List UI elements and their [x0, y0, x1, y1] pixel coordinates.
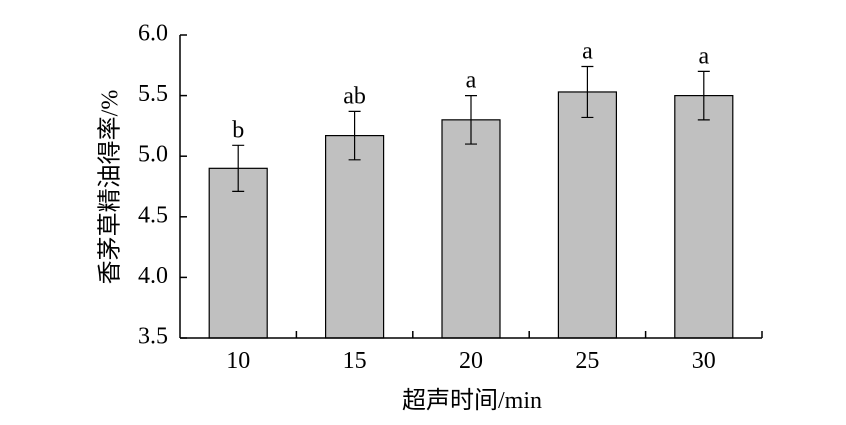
bar — [208, 167, 268, 339]
significance-label: a — [698, 43, 709, 69]
x-tick-label: 10 — [226, 348, 250, 374]
y-tick-label: 5.0 — [138, 142, 168, 168]
bar — [557, 91, 618, 339]
error-bar — [348, 110, 361, 161]
x-tick-label: 15 — [343, 348, 367, 374]
x-tick-label: 30 — [692, 348, 716, 374]
error-bar — [232, 144, 245, 192]
error-bar — [697, 70, 710, 121]
y-tick-label: 6.0 — [138, 21, 168, 47]
y-tick-label: 4.5 — [138, 202, 168, 228]
x-tick-label: 25 — [575, 348, 599, 374]
significance-label: ab — [343, 83, 366, 109]
y-tick-label: 5.5 — [138, 81, 168, 107]
significance-label: a — [466, 68, 477, 94]
y-tick-label: 3.5 — [138, 324, 168, 350]
x-axis-label: 超声时间/min — [402, 387, 542, 414]
significance-label: a — [582, 39, 593, 65]
error-bar — [581, 65, 594, 119]
error-bar — [465, 95, 477, 145]
y-axis-label: 香茅草精油得率/% — [97, 90, 124, 285]
significance-label: b — [232, 117, 244, 143]
bar — [325, 134, 385, 339]
x-tick-label: 20 — [459, 348, 483, 374]
bar — [441, 119, 501, 339]
bar — [674, 94, 734, 339]
y-tick-label: 4.0 — [138, 263, 168, 289]
